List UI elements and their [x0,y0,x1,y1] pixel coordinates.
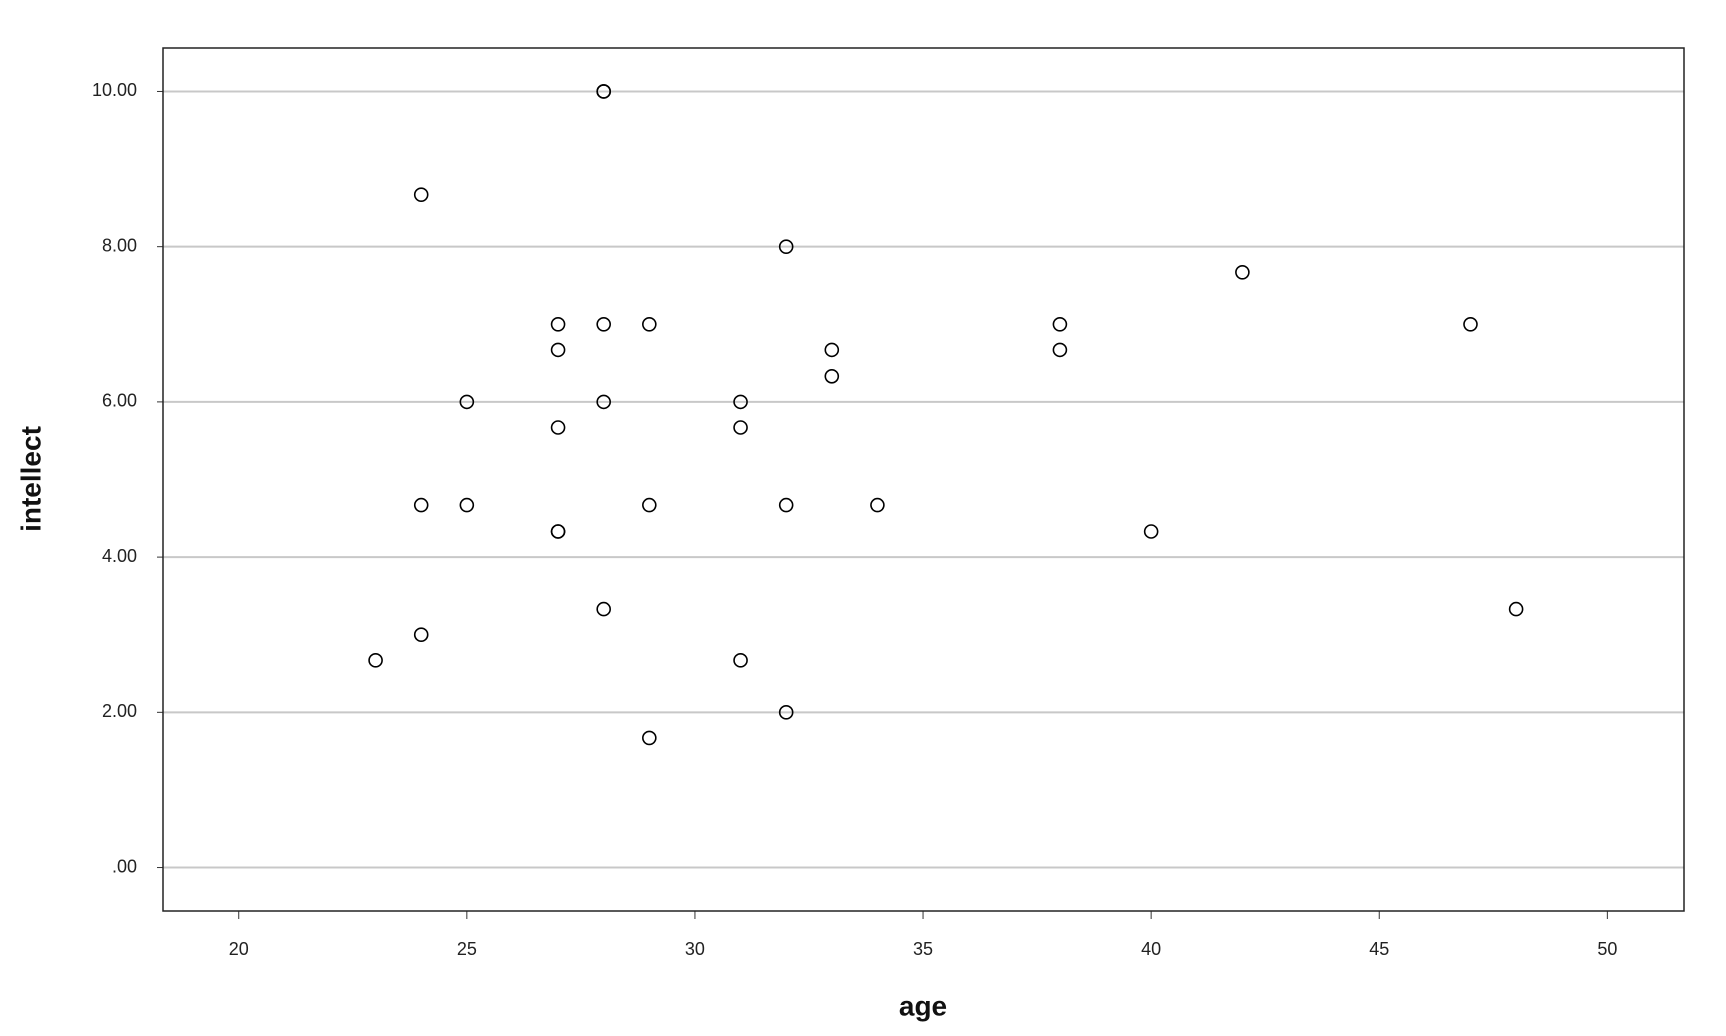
point [733,420,748,435]
point [733,394,748,410]
x-tick-label: 50 [1597,939,1617,959]
x-tick-label: 35 [913,939,933,959]
x-tick-label: 30 [685,939,705,959]
point [824,342,840,358]
point [550,420,566,435]
point [1143,524,1159,539]
point [824,368,840,384]
x-tick-label: 25 [457,939,477,959]
point [642,316,657,332]
point [1508,601,1524,617]
point [642,497,657,513]
point [413,187,429,202]
point [1463,316,1478,332]
point [1235,264,1250,280]
point [778,497,794,513]
plot-frame [162,47,1685,912]
point [413,497,429,513]
point [1052,342,1068,358]
point [596,316,611,332]
point [459,497,475,513]
y-tick-label: 10.00 [92,80,137,100]
point [1052,316,1068,332]
x-axis-title: age [899,990,947,1021]
point [778,239,794,254]
x-tick-label: 45 [1369,939,1389,959]
point [550,316,566,332]
y-axis-title: intellect [15,426,46,532]
point [368,653,383,668]
x-tick-label: 20 [229,939,249,959]
point [596,84,611,99]
y-tick-label: 4.00 [102,546,137,566]
point [596,601,611,617]
y-tick-label: 2.00 [102,701,137,721]
y-tick-label: 6.00 [102,391,137,411]
point [778,705,794,720]
point [550,342,566,358]
point [459,394,475,410]
point [642,730,657,746]
y-tick-label: 8.00 [102,235,137,255]
point [733,653,748,668]
x-tick-label: 40 [1141,939,1161,959]
point [550,524,566,539]
y-tick-label: .00 [112,856,137,876]
point [870,497,885,513]
point [413,627,429,643]
point [596,394,611,410]
